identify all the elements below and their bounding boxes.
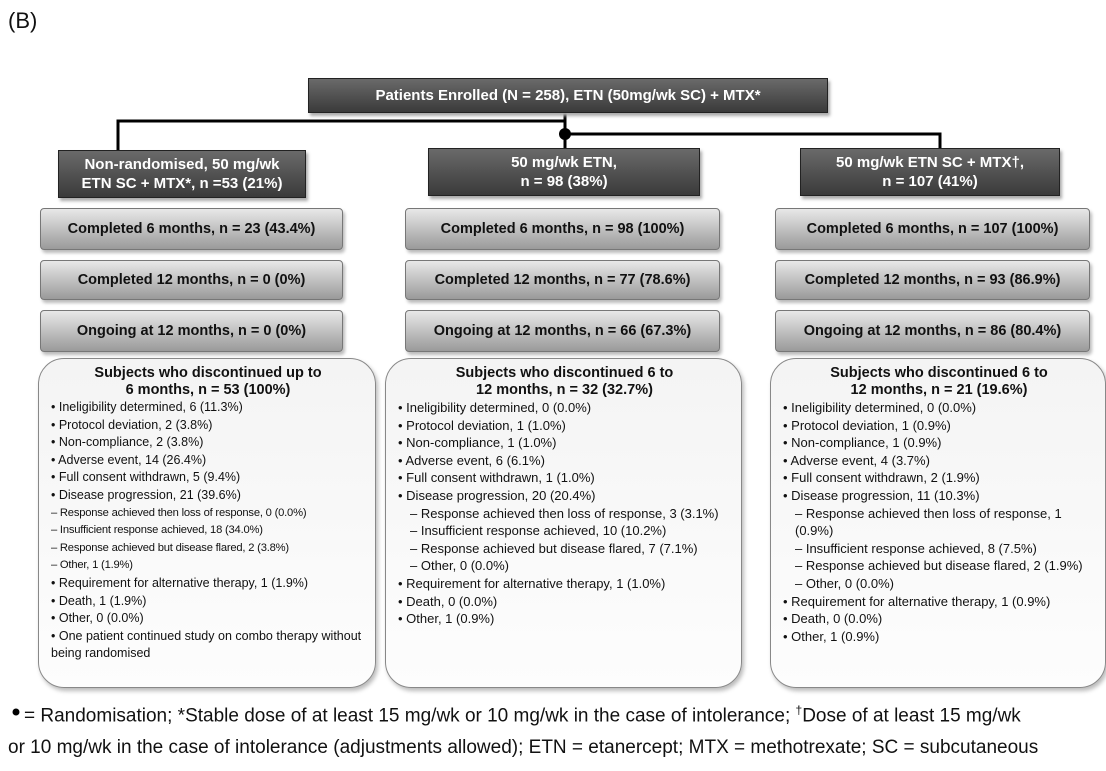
discontinued-title: 12 months, n = 21 (19.6%) xyxy=(850,382,1028,398)
reason-item: • Death, 0 (0.0%) xyxy=(783,611,883,627)
reason-item: • Adverse event, 6 (6.1%) xyxy=(398,452,545,468)
connector xyxy=(116,113,567,150)
connector xyxy=(565,132,942,150)
header-line: 50 mg/wk ETN SC + MTX†, xyxy=(836,154,1024,171)
header-line: n = 98 (38%) xyxy=(520,173,608,190)
discontinued-title: Subjects who discontinued 6 to xyxy=(830,365,1048,381)
reason-item: • Protocol deviation, 1 (0.9%) xyxy=(783,417,951,433)
reason-item: • Adverse event, 4 (3.7%) xyxy=(783,452,930,468)
column-header: 50 mg/wk ETN, n = 98 (38%) xyxy=(428,148,700,196)
reason-item: • Non-compliance, 1 (1.0%) xyxy=(398,435,557,451)
reason-item: • Full consent withdrawn, 1 (1.0%) xyxy=(398,470,595,486)
footnote-line: or 10 mg/wk in the case of intolerance (… xyxy=(8,737,1039,758)
reason-item: • Protocol deviation, 2 (3.8%) xyxy=(51,417,213,432)
footnote-dot xyxy=(12,708,20,716)
reason-item: – Response achieved but disease flared, … xyxy=(410,540,698,556)
reason-item: • Other, 0 (0.0%) xyxy=(51,611,144,626)
top-box: Patients Enrolled (N = 258), ETN (50mg/w… xyxy=(308,78,828,113)
discontinued-box: Subjects who discontinued up to 6 months,… xyxy=(38,358,376,688)
reason-item: – Insufficient response achieved, 10 (10… xyxy=(410,523,667,539)
discontinued-title: Subjects who discontinued up to xyxy=(94,365,322,381)
discontinued-title: Subjects who discontinued 6 to xyxy=(455,365,674,381)
reason-item: – Response achieved then loss of respons… xyxy=(410,505,719,521)
reason-item: • Ineligibility determined, 6 (11.3%) xyxy=(51,400,243,414)
step-box: Ongoing at 12 months, n = 0 (0%) xyxy=(40,310,343,352)
reason-item: – Response achieved then loss of respons… xyxy=(795,505,1062,539)
header-line: 50 mg/wk ETN, xyxy=(511,154,617,171)
footnote-text: Dose of at least 15 mg/wk xyxy=(802,705,1021,727)
step-box: Completed 12 months, n = 0 (0%) xyxy=(40,260,343,300)
discontinued-title: 6 months, n = 53 (100%) xyxy=(125,382,291,398)
reason-item: • Disease progression, 20 (20.4%) xyxy=(398,487,596,503)
footnote-dagger: † xyxy=(795,703,803,717)
reason-item: – Response achieved but disease flared, … xyxy=(51,541,289,554)
reason-item: • Protocol deviation, 1 (1.0%) xyxy=(398,417,566,433)
reason-item: • Other, 1 (0.9%) xyxy=(398,611,495,627)
header-line: Non-randomised, 50 mg/wk xyxy=(84,156,280,173)
reason-item: – Insufficient response achieved, 8 (7.5… xyxy=(795,540,1037,556)
footnote-text: = Randomisation; *Stable dose of at leas… xyxy=(24,705,796,727)
reason-item: • Non-compliance, 2 (3.8%) xyxy=(51,435,204,450)
step-box: Ongoing at 12 months, n = 86 (80.4%) xyxy=(775,310,1090,352)
reason-item: • Death, 0 (0.0%) xyxy=(398,593,498,609)
reason-item: • Non-compliance, 1 (0.9%) xyxy=(783,435,942,451)
reason-item: – Response achieved but disease flared, … xyxy=(795,558,1083,574)
discontinued-box: Subjects who discontinued 6 to 12 months,… xyxy=(385,358,742,688)
reason-item: • One patient continued study on combo t… xyxy=(51,628,362,661)
panel-label: (B) xyxy=(8,8,38,33)
step-box: Completed 6 months, n = 23 (43.4%) xyxy=(40,208,343,250)
reason-item: • Requirement for alternative therapy, 1… xyxy=(398,575,666,591)
discontinued-title: 12 months, n = 32 (32.7%) xyxy=(476,382,653,398)
reason-item: • Requirement for alternative therapy, 1… xyxy=(51,575,309,590)
reason-item: • Other, 1 (0.9%) xyxy=(783,628,880,644)
column-header: Non-randomised, 50 mg/wk ETN SC + MTX*, n… xyxy=(58,150,306,198)
step-box: Ongoing at 12 months, n = 66 (67.3%) xyxy=(405,310,720,352)
footnote-line: = Randomisation; *Stable dose of at leas… xyxy=(24,703,1021,727)
step-box: Completed 6 months, n = 98 (100%) xyxy=(405,208,720,250)
reason-item: • Disease progression, 11 (10.3%) xyxy=(783,487,980,503)
reason-item: • Ineligibility determined, 0 (0.0%) xyxy=(398,400,592,415)
reason-item: • Full consent withdrawn, 2 (1.9%) xyxy=(783,470,980,486)
header-line: n = 107 (41%) xyxy=(882,173,978,190)
reason-item: • Death, 1 (1.9%) xyxy=(51,593,147,608)
reason-item: • Requirement for alternative therapy, 1… xyxy=(783,593,1051,609)
reason-item: – Response achieved then loss of respons… xyxy=(51,506,307,519)
reason-item: • Adverse event, 14 (26.4%) xyxy=(51,452,207,467)
reason-item: • Full consent withdrawn, 5 (9.4%) xyxy=(51,470,241,485)
reason-item: – Other, 1 (1.9%) xyxy=(51,559,133,572)
step-box: Completed 12 months, n = 93 (86.9%) xyxy=(775,260,1090,300)
reason-item: – Other, 0 (0.0%) xyxy=(795,575,894,591)
reason-item: • Ineligibility determined, 0 (0.0%) xyxy=(783,400,977,415)
header-line: ETN SC + MTX*, n =53 (21%) xyxy=(81,175,283,192)
reason-item: – Other, 0 (0.0%) xyxy=(410,558,509,574)
reason-item: – Insufficient response achieved, 18 (34… xyxy=(51,524,263,537)
reason-item: • Disease progression, 21 (39.6%) xyxy=(51,487,241,502)
randomisation-dot xyxy=(559,128,571,140)
step-box: Completed 6 months, n = 107 (100%) xyxy=(775,208,1090,250)
step-box: Completed 12 months, n = 77 (78.6%) xyxy=(405,260,720,300)
discontinued-box: Subjects who discontinued 6 to 12 months,… xyxy=(770,358,1106,688)
column-header: 50 mg/wk ETN SC + MTX†, n = 107 (41%) xyxy=(800,148,1060,196)
